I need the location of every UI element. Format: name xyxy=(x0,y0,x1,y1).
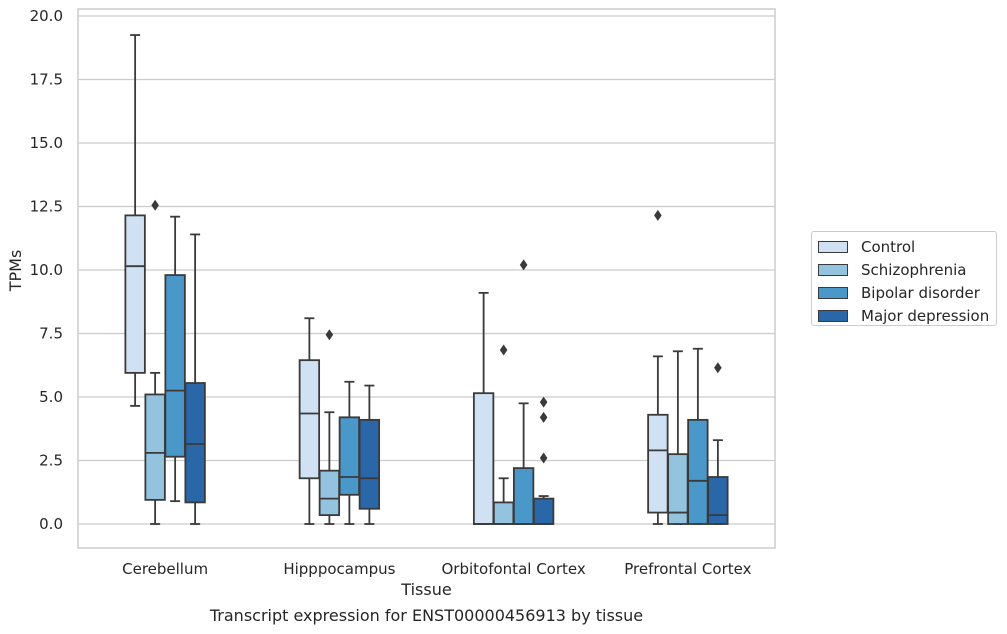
y-tick-label: 7.5 xyxy=(39,325,63,343)
legend-swatch-control xyxy=(818,240,848,253)
x-tick-label: Cerebellum xyxy=(122,560,208,578)
chart-caption: Transcript expression for ENST0000045691… xyxy=(209,606,644,625)
outlier-control-prefrontal-cortex xyxy=(654,209,662,221)
legend-swatch-schizophrenia xyxy=(818,263,848,276)
legend-swatch-bipolar-disorder xyxy=(818,286,848,299)
legend-label-control: Control xyxy=(861,237,916,256)
legend-label-bipolar-disorder: Bipolar disorder xyxy=(861,283,980,302)
box-schizophrenia-cerebellum xyxy=(144,393,166,501)
outlier-bipolar-disorder-orbitofontal-cortex xyxy=(519,259,528,271)
y-tick-label: 12.5 xyxy=(30,198,63,216)
plot-frame xyxy=(77,8,776,549)
outlier-major-depression-orbitofontal-cortex xyxy=(539,396,548,408)
y-tick-label: 10.0 xyxy=(30,261,63,279)
legend-label-schizophrenia: Schizophrenia xyxy=(861,260,967,279)
legend-swatch-major-depression xyxy=(818,309,848,322)
y-tick-label: 2.5 xyxy=(39,452,63,470)
x-tick-label: Hipppocampus xyxy=(283,560,395,578)
outlier-schizophrenia-orbitofontal-cortex xyxy=(499,344,508,356)
box-schizophrenia-hipppocampus xyxy=(318,469,341,517)
box-schizophrenia-orbitofontal-cortex xyxy=(492,501,515,525)
x-tick-label: Orbitofontal Cortex xyxy=(442,560,586,578)
outlier-major-depression-orbitofontal-cortex xyxy=(539,411,548,423)
legend-item-bipolar-disorder: Bipolar disorder xyxy=(818,281,996,304)
outlier-schizophrenia-hipppocampus xyxy=(325,329,334,341)
outlier-major-depression-prefrontal-cortex xyxy=(714,362,722,374)
outlier-major-depression-orbitofontal-cortex xyxy=(539,452,548,464)
y-tick-label: 15.0 xyxy=(30,134,63,152)
y-tick-label: 17.5 xyxy=(30,71,63,89)
box-bipolar-disorder-cerebellum xyxy=(164,274,186,458)
box-control-prefrontal-cortex xyxy=(647,413,669,514)
y-axis-label: TPMs xyxy=(6,250,25,293)
outlier-schizophrenia-cerebellum xyxy=(151,199,159,211)
legend-item-schizophrenia: Schizophrenia xyxy=(818,258,996,281)
legend-item-major-depression: Major depression xyxy=(818,304,996,327)
y-tick-label: 5.0 xyxy=(39,388,63,406)
legend-item-control: Control xyxy=(818,235,996,258)
box-major-depression-prefrontal-cortex xyxy=(707,476,729,525)
box-major-depression-cerebellum xyxy=(184,382,206,504)
box-bipolar-disorder-orbitofontal-cortex xyxy=(512,467,535,525)
box-bipolar-disorder-hipppocampus xyxy=(338,416,361,496)
box-major-depression-orbitofontal-cortex xyxy=(532,497,555,525)
x-tick-label: Prefrontal Cortex xyxy=(624,560,751,578)
legend-label-major-depression: Major depression xyxy=(861,306,990,325)
x-axis-label: Tissue xyxy=(400,580,451,599)
box-control-orbitofontal-cortex xyxy=(472,392,495,525)
y-tick-label: 0.0 xyxy=(39,515,63,533)
box-major-depression-hipppocampus xyxy=(358,418,381,510)
box-control-cerebellum xyxy=(124,214,146,374)
box-bipolar-disorder-prefrontal-cortex xyxy=(687,418,709,525)
box-control-hipppocampus xyxy=(298,359,321,480)
chart-legend: Control Schizophrenia Bipolar disorder M… xyxy=(811,231,997,326)
box-schizophrenia-prefrontal-cortex xyxy=(667,453,689,525)
y-tick-label: 20.0 xyxy=(30,7,63,25)
